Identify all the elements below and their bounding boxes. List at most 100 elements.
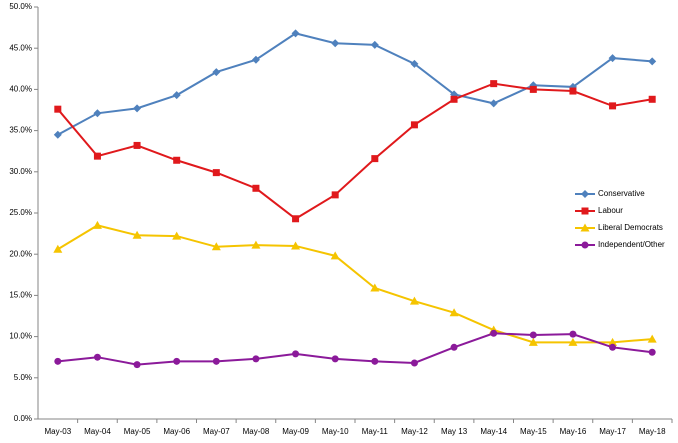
x-tick-label: May-05: [124, 427, 151, 436]
data-point: [173, 357, 181, 365]
legend-marker: [581, 207, 589, 215]
y-tick-label: 30.0%: [9, 167, 32, 176]
data-point: [410, 359, 418, 367]
legend-marker: [581, 190, 589, 198]
x-tick-label: May-03: [44, 427, 71, 436]
data-point: [292, 350, 300, 358]
data-point: [331, 39, 340, 48]
y-tick-label: 0.0%: [14, 414, 32, 423]
x-tick-label: May-11: [362, 427, 389, 436]
data-point: [133, 104, 142, 113]
data-point: [251, 240, 261, 249]
y-tick-label: 15.0%: [9, 291, 32, 300]
data-point: [370, 283, 380, 292]
data-point: [569, 330, 577, 338]
data-point: [212, 68, 221, 77]
data-point: [529, 85, 537, 93]
data-point: [133, 361, 141, 369]
y-tick-label: 50.0%: [9, 2, 32, 11]
data-point: [331, 355, 339, 363]
data-point: [172, 231, 182, 240]
x-tick-label: May-09: [282, 427, 309, 436]
data-point: [489, 99, 498, 108]
data-point: [569, 87, 577, 95]
data-point: [648, 348, 656, 356]
data-point: [252, 355, 260, 363]
data-point: [608, 337, 618, 346]
legend-label: Labour: [598, 206, 623, 215]
legend-label: Conservative: [598, 189, 645, 198]
data-point: [609, 343, 617, 351]
data-point: [53, 130, 62, 139]
data-point: [648, 57, 657, 66]
data-point: [53, 244, 63, 253]
data-point: [93, 109, 102, 118]
data-point: [330, 251, 340, 260]
x-tick-label: May-04: [84, 427, 111, 436]
x-tick-label: May-08: [243, 427, 270, 436]
data-point: [212, 357, 220, 365]
data-point: [609, 102, 617, 110]
data-point: [449, 308, 459, 317]
legend-label: Liberal Democrats: [598, 223, 663, 232]
data-point: [490, 80, 498, 88]
data-point: [291, 241, 301, 250]
data-point: [608, 54, 617, 63]
data-point: [529, 331, 537, 339]
data-point: [212, 169, 220, 177]
data-point: [173, 156, 181, 164]
legend-label: Independent/Other: [598, 240, 665, 249]
data-point: [54, 105, 62, 113]
series-line: [57, 332, 653, 366]
data-point: [292, 215, 300, 223]
data-point: [490, 329, 498, 337]
data-point: [648, 95, 656, 103]
data-point: [409, 296, 419, 305]
x-tick-label: May-14: [480, 427, 507, 436]
data-point: [172, 91, 181, 100]
data-point: [450, 95, 458, 103]
legend-marker: [581, 241, 589, 249]
data-point: [371, 357, 379, 365]
x-tick-label: May-12: [401, 427, 428, 436]
data-point: [93, 152, 101, 160]
data-point: [410, 121, 418, 129]
data-point: [647, 334, 657, 343]
data-point: [133, 141, 141, 149]
data-point: [291, 29, 300, 38]
data-point: [211, 242, 221, 251]
x-tick-label: May 13: [441, 427, 468, 436]
data-point: [54, 357, 62, 365]
y-tick-label: 25.0%: [9, 208, 32, 217]
x-tick-label: May-10: [322, 427, 349, 436]
data-point: [93, 353, 101, 361]
data-point: [252, 184, 260, 192]
data-point: [568, 337, 578, 346]
x-tick-label: May-15: [520, 427, 547, 436]
y-tick-label: 35.0%: [9, 126, 32, 135]
x-tick-label: May-18: [639, 427, 666, 436]
series-line: [57, 82, 653, 220]
data-point: [132, 230, 142, 239]
x-tick-label: May-06: [163, 427, 190, 436]
data-point: [450, 343, 458, 351]
data-point: [251, 55, 260, 64]
y-tick-label: 5.0%: [14, 373, 32, 382]
y-tick-label: 20.0%: [9, 249, 32, 258]
data-point: [92, 220, 102, 229]
y-tick-label: 40.0%: [9, 85, 32, 94]
data-point: [528, 337, 538, 346]
data-point: [370, 40, 379, 49]
series-line: [57, 224, 653, 344]
y-tick-label: 45.0%: [9, 43, 32, 52]
x-tick-label: May-17: [599, 427, 626, 436]
y-tick-label: 10.0%: [9, 332, 32, 341]
legend-marker: [580, 223, 590, 232]
series-line: [57, 32, 653, 136]
data-point: [331, 191, 339, 199]
data-point: [410, 59, 419, 68]
data-point: [371, 155, 379, 163]
x-tick-label: May-07: [203, 427, 230, 436]
x-tick-label: May-16: [560, 427, 587, 436]
